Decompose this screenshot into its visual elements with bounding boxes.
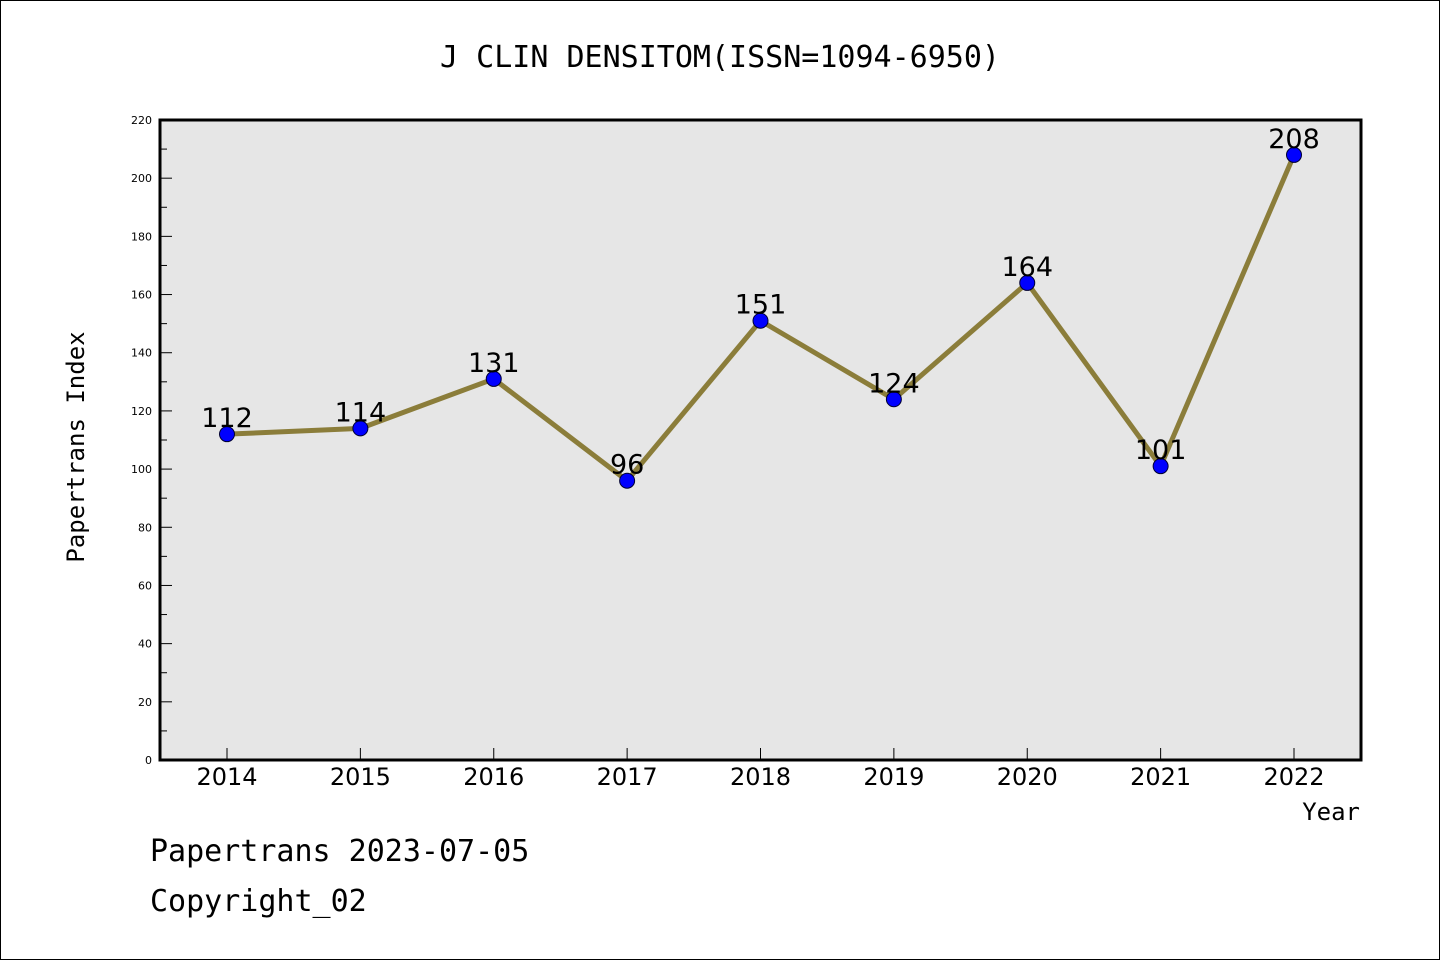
y-tick-label: 40	[138, 638, 152, 651]
y-tick-label: 140	[131, 347, 152, 360]
data-point	[485, 370, 502, 387]
data-label: 131	[468, 348, 520, 379]
plot-border	[158, 118, 1363, 762]
data-label: 164	[1001, 252, 1053, 283]
data-point	[885, 391, 902, 408]
y-tick-label: 60	[138, 579, 152, 592]
data-label: 96	[610, 450, 644, 481]
x-tick-label: 2014	[196, 763, 257, 791]
footer-copyright: Copyright_02	[150, 884, 367, 919]
y-axis-label: Papertrans Index	[62, 331, 90, 562]
x-axis-label: Year	[1302, 798, 1360, 826]
data-point	[619, 472, 636, 489]
data-point	[219, 426, 235, 443]
y-tick-label: 100	[131, 463, 152, 476]
data-point	[752, 312, 769, 329]
data-point	[1152, 458, 1169, 475]
x-axis: 2014 2015 2016 2017 2018 2019 2020 2021 2022	[196, 748, 1325, 791]
y-axis: 0 20 40 60 80 100 120 140 160 180 200 220	[131, 114, 172, 767]
y-tick-label: 200	[131, 172, 152, 185]
x-tick-label: 2022	[1263, 763, 1324, 791]
data-point	[1286, 146, 1302, 163]
x-tick-label: 2018	[730, 763, 791, 791]
data-label: 151	[735, 290, 787, 321]
data-label: 124	[868, 368, 920, 399]
x-tick-label: 2016	[463, 763, 524, 791]
x-tick-label: 2019	[863, 763, 924, 791]
footer-date: Papertrans 2023-07-05	[150, 834, 530, 869]
series-markers	[219, 146, 1302, 489]
data-label: 208	[1268, 124, 1320, 155]
data-label: 101	[1135, 435, 1187, 466]
data-point	[1019, 274, 1036, 291]
y-tick-label: 20	[138, 696, 152, 709]
x-tick-label: 2020	[997, 763, 1058, 791]
y-tick-label: 80	[138, 521, 152, 534]
data-label: 112	[201, 403, 253, 434]
y-tick-label: 160	[131, 289, 152, 302]
x-tick-label: 2021	[1130, 763, 1191, 791]
y-tick-label: 120	[131, 405, 152, 418]
y-tick-label: 180	[131, 230, 152, 243]
data-label: 114	[335, 397, 387, 428]
data-point	[352, 420, 369, 437]
y-tick-label: 220	[131, 114, 152, 127]
x-tick-label: 2017	[597, 763, 658, 791]
chart-title: J CLIN DENSITOM(ISSN=1094-6950)	[440, 40, 1000, 75]
data-labels: 112 114 131 96 151 124 164 101 208	[201, 124, 1320, 481]
x-tick-label: 2015	[330, 763, 391, 791]
y-tick-label: 0	[145, 754, 152, 767]
plot-area	[160, 120, 1361, 760]
